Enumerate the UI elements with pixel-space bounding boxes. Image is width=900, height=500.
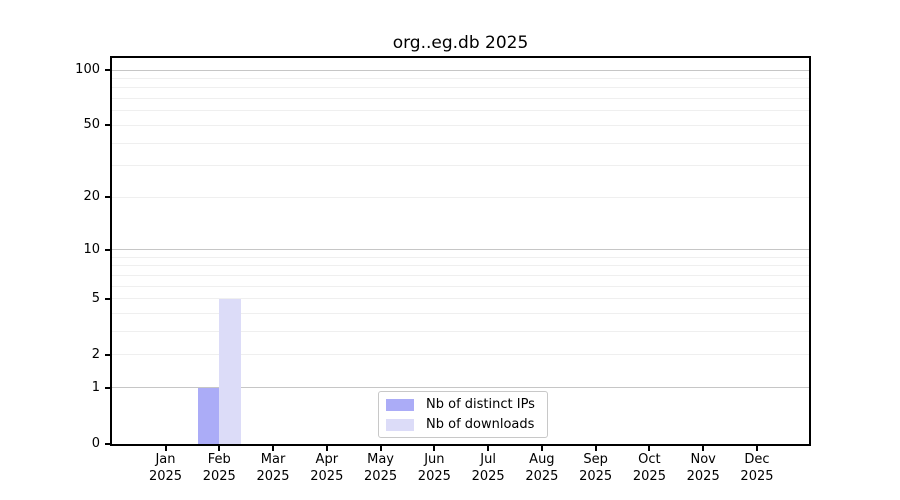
x-tick-year: 2025 bbox=[310, 469, 344, 484]
gridline-minor bbox=[112, 142, 809, 144]
x-tick-year: 2025 bbox=[256, 469, 290, 484]
x-tick-month: Feb bbox=[207, 452, 231, 467]
x-tick bbox=[218, 444, 221, 451]
y-tick bbox=[105, 69, 112, 71]
x-tick-month: Dec bbox=[744, 452, 770, 467]
x-tick bbox=[325, 444, 328, 451]
chart-title: org..eg.db 2025 bbox=[392, 33, 529, 53]
y-tick bbox=[105, 443, 112, 445]
x-tick bbox=[594, 444, 597, 451]
x-tick bbox=[648, 444, 651, 451]
gridline-major bbox=[112, 387, 809, 389]
gridline-minor bbox=[112, 354, 809, 356]
x-tick-label: Feb 2025 bbox=[187, 451, 251, 485]
legend-swatch-downloads bbox=[386, 418, 414, 431]
x-tick-month: Jul bbox=[480, 452, 496, 467]
gridlines bbox=[112, 58, 809, 444]
legend: Nb of distinct IPs Nb of downloads bbox=[378, 391, 548, 438]
y-tick-label: 1 bbox=[91, 379, 100, 395]
y-tick-label: 20 bbox=[83, 189, 100, 205]
gridline-minor bbox=[112, 313, 809, 315]
x-tick-year: 2025 bbox=[417, 469, 451, 484]
gridline-minor bbox=[112, 87, 809, 89]
x-tick-month: Aug bbox=[529, 452, 555, 467]
y-tick-label: 5 bbox=[91, 290, 100, 306]
x-tick-month: Mar bbox=[260, 452, 286, 467]
gridline-major bbox=[112, 249, 809, 251]
bars-layer bbox=[112, 58, 809, 444]
y-tick-label: 0 bbox=[91, 436, 100, 451]
x-tick-label: Mar 2025 bbox=[241, 451, 305, 485]
y-tick-label: 50 bbox=[83, 117, 100, 133]
y-tick bbox=[105, 196, 112, 199]
x-tick bbox=[540, 444, 543, 451]
y-tick bbox=[105, 353, 112, 356]
y-tick bbox=[105, 297, 112, 300]
x-tick-label: Oct 2025 bbox=[617, 451, 681, 485]
x-tick-label: Jan 2025 bbox=[134, 451, 198, 485]
x-tick-year: 2025 bbox=[740, 469, 774, 484]
x-tick-year: 2025 bbox=[525, 469, 559, 484]
x-tick bbox=[272, 444, 275, 451]
gridline-minor bbox=[112, 77, 809, 79]
x-tick-month: Nov bbox=[690, 452, 716, 467]
x-tick-month: Sep bbox=[583, 452, 608, 467]
x-tick bbox=[379, 444, 382, 451]
bar-nb-of-downloads bbox=[219, 298, 241, 444]
x-tick-month: Oct bbox=[638, 452, 661, 467]
x-tick-year: 2025 bbox=[202, 469, 236, 484]
legend-swatch-distinct-ips bbox=[386, 398, 414, 411]
legend-item-distinct-ips: Nb of distinct IPs bbox=[386, 397, 547, 413]
x-tick-year: 2025 bbox=[364, 469, 398, 484]
y-tick bbox=[105, 386, 112, 389]
x-tick bbox=[702, 444, 705, 451]
legend-label-downloads: Nb of downloads bbox=[426, 417, 535, 432]
y-tick-label: 10 bbox=[83, 241, 100, 257]
gridline-major bbox=[112, 69, 809, 71]
gridline-minor bbox=[112, 165, 809, 167]
gridline-minor bbox=[112, 256, 809, 258]
gridline-minor bbox=[112, 265, 809, 267]
gridline-minor bbox=[112, 285, 809, 287]
x-tick bbox=[433, 444, 436, 451]
x-tick-month: May bbox=[367, 452, 395, 467]
gridline-minor bbox=[112, 98, 809, 100]
x-tick-year: 2025 bbox=[579, 469, 613, 484]
x-tick-year: 2025 bbox=[632, 469, 666, 484]
x-tick-year: 2025 bbox=[148, 469, 183, 484]
x-tick-label: May 2025 bbox=[349, 451, 413, 485]
x-tick-label: Nov 2025 bbox=[671, 451, 735, 485]
y-tick-label: 100 bbox=[75, 62, 100, 77]
gridline-minor bbox=[112, 298, 809, 300]
gridline-minor bbox=[112, 110, 809, 112]
x-tick-label: Dec 2025 bbox=[725, 451, 789, 485]
x-tick-year: 2025 bbox=[686, 469, 720, 484]
bar-nb-of-distinct-ips bbox=[197, 387, 220, 444]
x-tick-label: Jun 2025 bbox=[402, 451, 466, 485]
x-tick-year: 2025 bbox=[471, 469, 505, 484]
legend-label-distinct-ips: Nb of distinct IPs bbox=[426, 397, 535, 412]
x-tick bbox=[755, 444, 758, 451]
x-tick bbox=[487, 444, 490, 451]
x-tick-month: Jun bbox=[424, 452, 445, 467]
gridline-minor bbox=[112, 124, 809, 126]
gridline-minor bbox=[112, 196, 809, 198]
x-tick-label: Aug 2025 bbox=[510, 451, 574, 485]
x-tick bbox=[164, 444, 167, 451]
x-tick-label: Jul 2025 bbox=[456, 451, 520, 485]
x-tick-month: Apr bbox=[315, 452, 339, 467]
gridline-minor bbox=[112, 331, 809, 333]
gridline-minor bbox=[112, 274, 809, 276]
legend-item-downloads: Nb of downloads bbox=[386, 417, 547, 433]
x-tick-label: Apr 2025 bbox=[295, 451, 359, 485]
y-tick bbox=[105, 124, 112, 127]
y-tick-label: 2 bbox=[91, 346, 100, 362]
y-tick bbox=[105, 248, 112, 251]
x-tick-label: Sep 2025 bbox=[564, 451, 628, 485]
x-tick-month: Jan bbox=[155, 452, 176, 467]
